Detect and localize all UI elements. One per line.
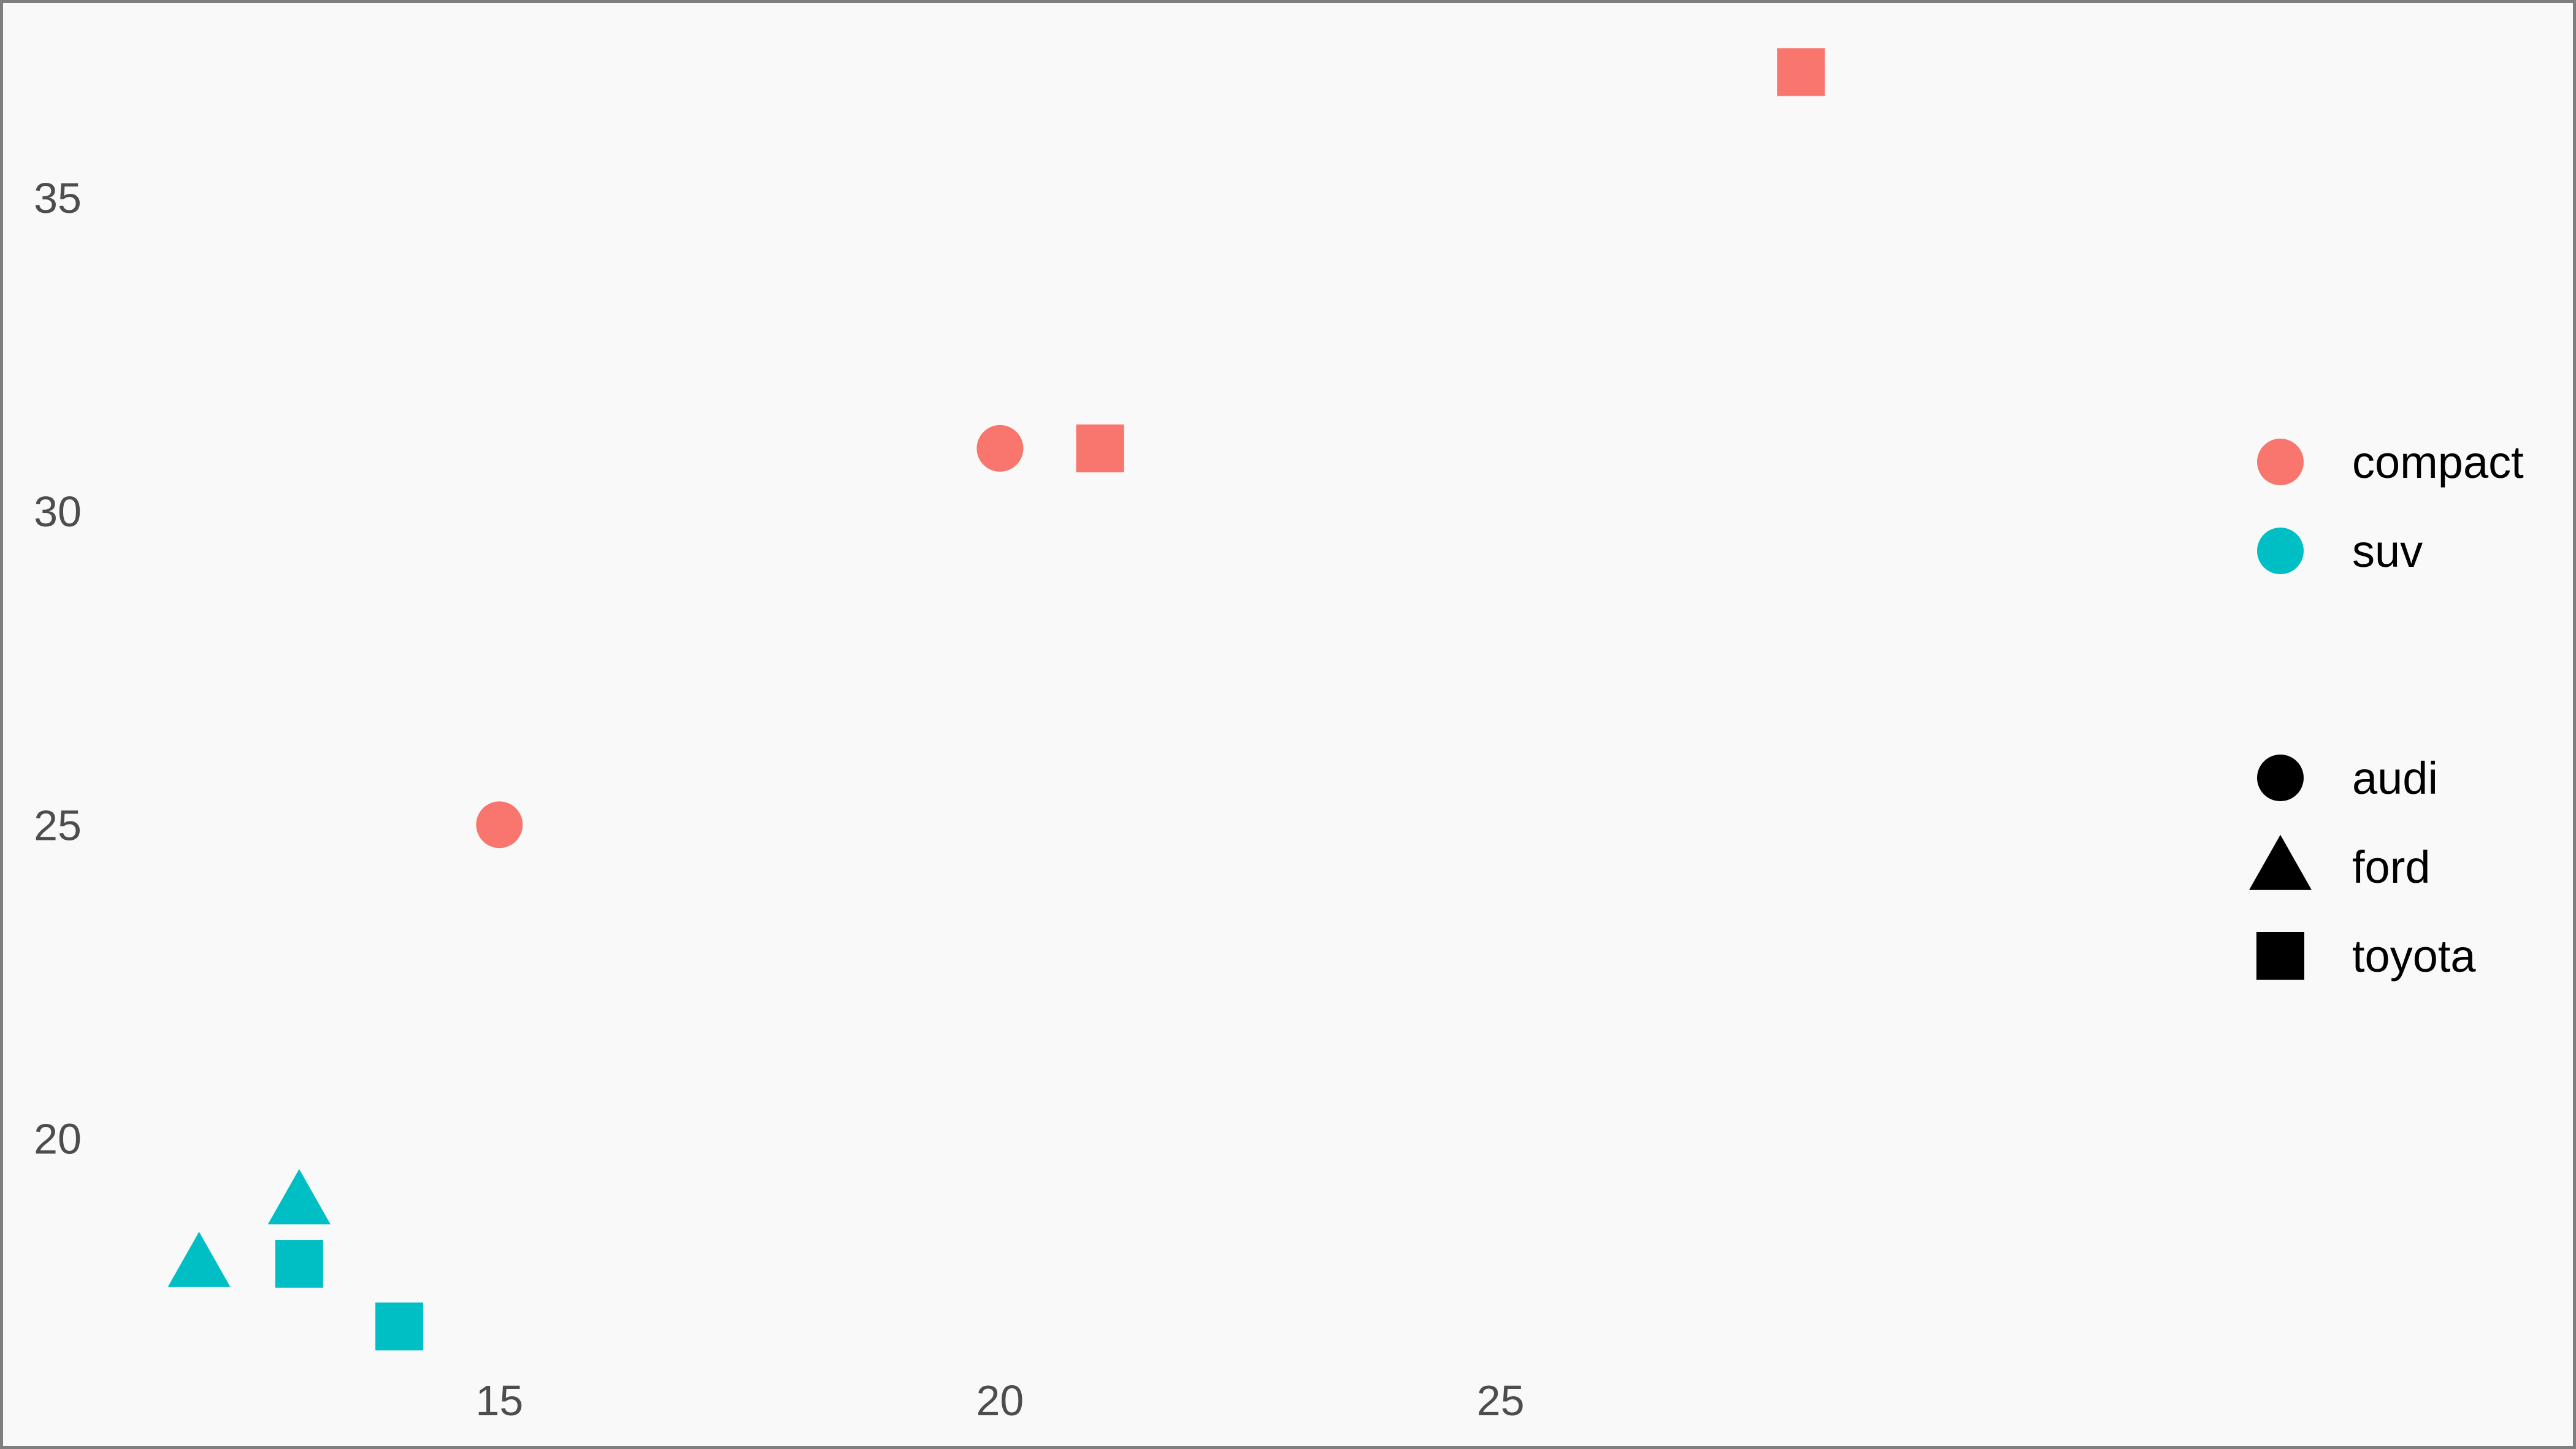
data-point-toyota xyxy=(375,1302,424,1351)
y-tick-label: 35 xyxy=(34,174,82,222)
legend-key-suv xyxy=(2257,528,2304,574)
data-point-audi xyxy=(476,801,523,848)
data-point-toyota xyxy=(275,1240,323,1288)
data-points xyxy=(167,48,1825,1351)
data-point-ford xyxy=(267,1169,331,1224)
legend-label-compact: compact xyxy=(2352,437,2524,488)
x-axis-ticks: 15 20 25 xyxy=(475,1377,1524,1424)
x-tick-label: 25 xyxy=(1477,1377,1525,1424)
legend-label-ford: ford xyxy=(2352,842,2431,893)
legend-key-compact xyxy=(2257,439,2304,485)
x-tick-label: 20 xyxy=(976,1377,1024,1424)
data-point-toyota xyxy=(1777,48,1825,96)
legend-label-audi: audi xyxy=(2352,753,2438,804)
legend-label-toyota: toyota xyxy=(2352,931,2476,982)
data-point-ford xyxy=(167,1231,231,1287)
y-tick-label: 30 xyxy=(34,488,82,536)
legend-label-suv: suv xyxy=(2352,526,2423,577)
y-tick-label: 20 xyxy=(34,1115,82,1163)
legend-key-audi xyxy=(2257,755,2304,801)
y-axis-ticks: 20 25 30 35 xyxy=(34,174,82,1163)
y-tick-label: 25 xyxy=(34,801,82,849)
legend-key-ford xyxy=(2249,834,2312,890)
data-point-audi xyxy=(976,425,1024,472)
shape-legend: audi ford toyota xyxy=(2249,753,2476,982)
legend-key-toyota xyxy=(2256,932,2304,980)
color-legend: compact suv xyxy=(2257,437,2524,577)
scatter-chart: 20 25 30 35 15 20 25 compact suv audi ford toyot… xyxy=(34,48,2524,1424)
data-point-toyota xyxy=(1076,424,1124,472)
x-tick-label: 15 xyxy=(475,1377,523,1424)
